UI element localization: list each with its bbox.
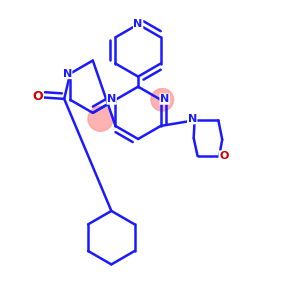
- Text: O: O: [33, 90, 44, 103]
- Text: N: N: [188, 114, 197, 124]
- Circle shape: [88, 106, 113, 131]
- Text: N: N: [63, 69, 72, 79]
- Text: N: N: [134, 19, 143, 29]
- Text: O: O: [219, 151, 228, 161]
- Text: N: N: [160, 94, 169, 104]
- Circle shape: [151, 88, 173, 111]
- Text: N: N: [107, 94, 116, 104]
